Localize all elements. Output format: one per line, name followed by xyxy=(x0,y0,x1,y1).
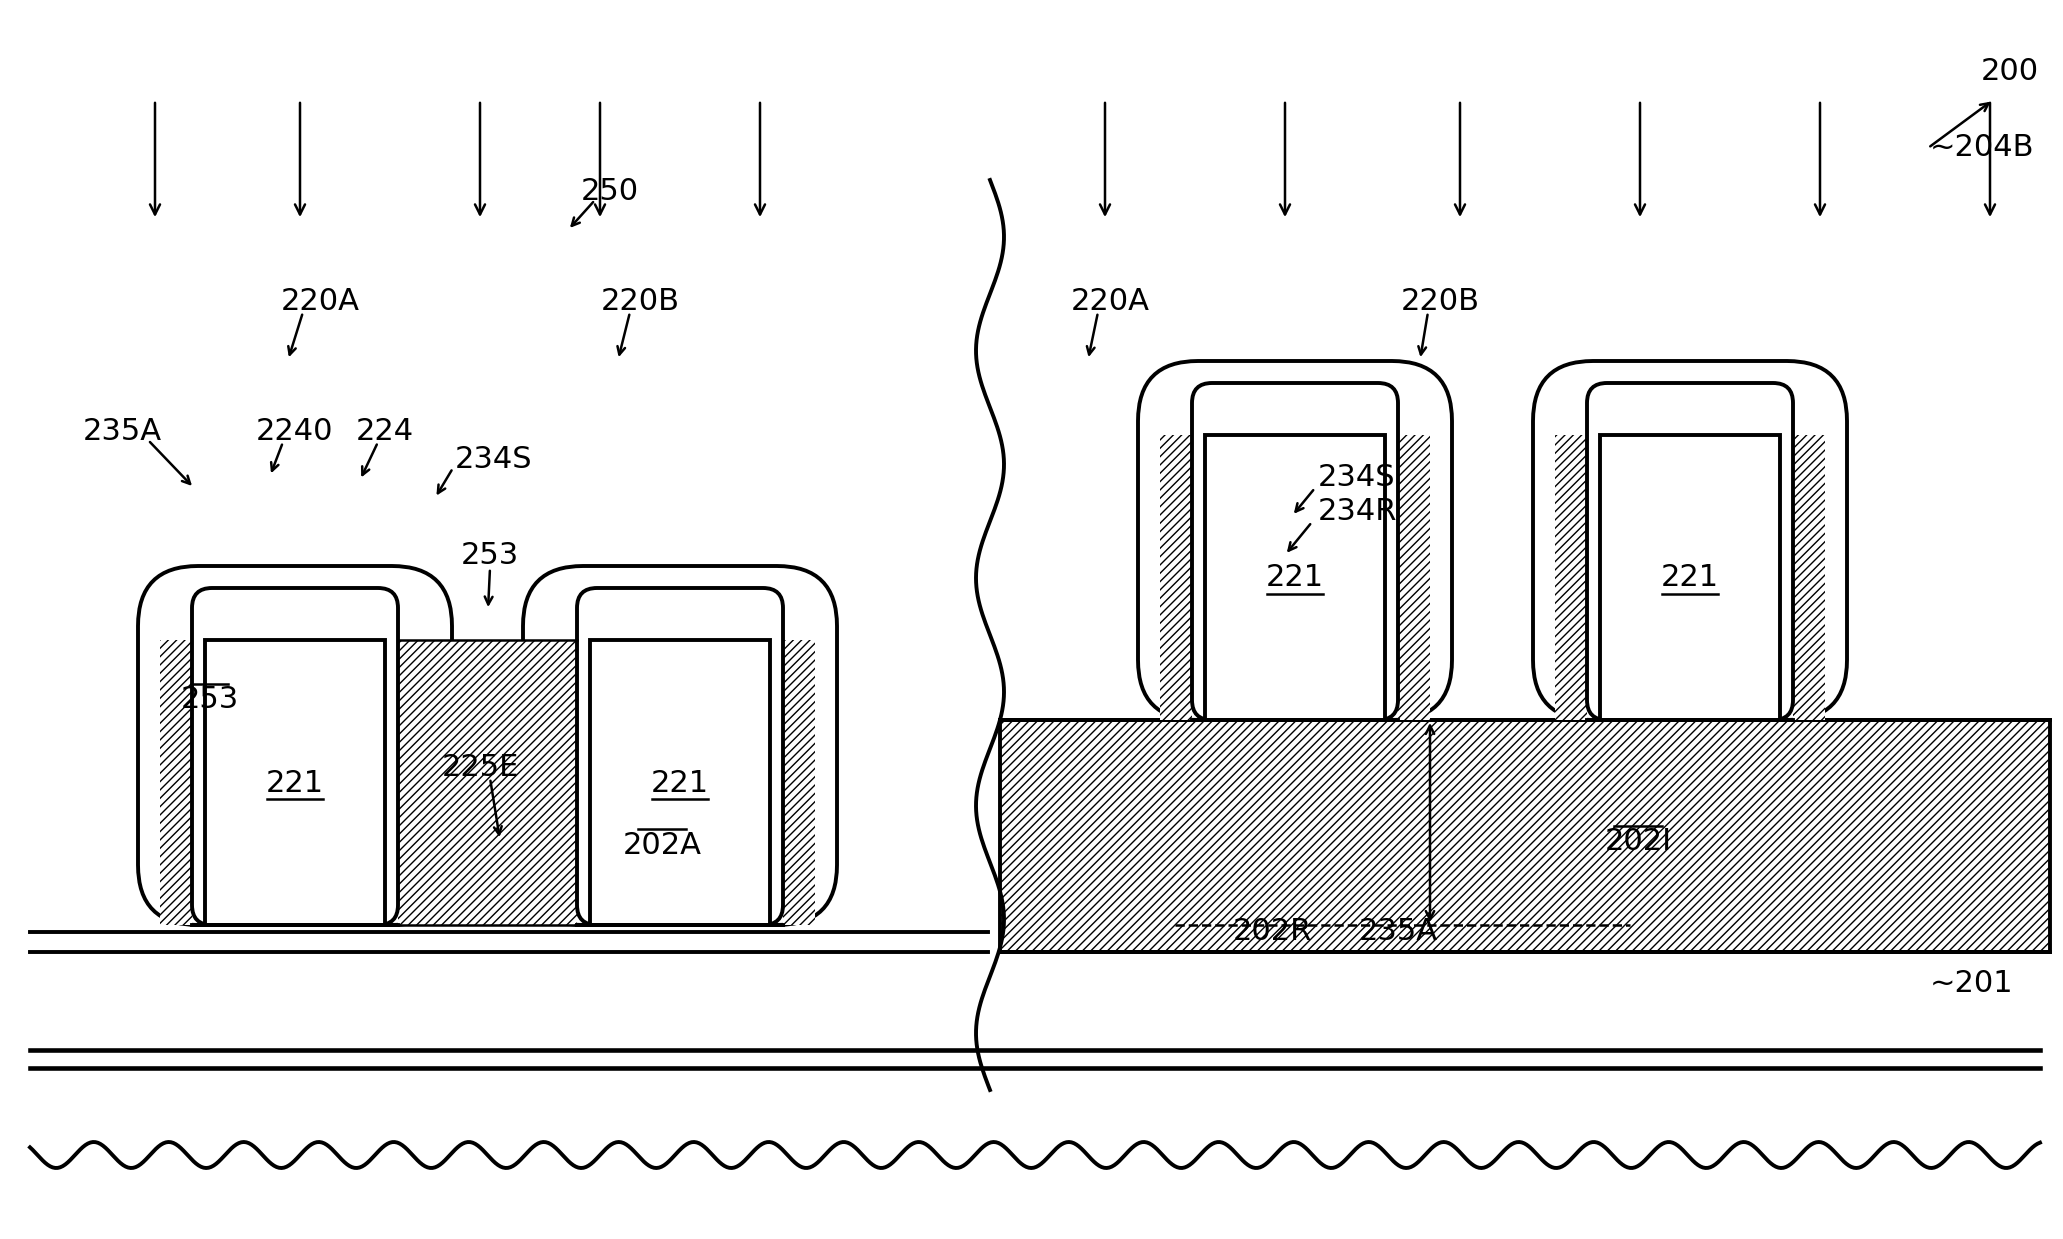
Bar xyxy=(1159,435,1192,720)
Bar xyxy=(1793,435,1826,720)
Bar xyxy=(784,641,815,926)
Text: 202A: 202A xyxy=(623,830,701,860)
Text: 235A: 235A xyxy=(1357,918,1438,947)
Bar xyxy=(1793,435,1826,720)
Text: 221: 221 xyxy=(1661,564,1718,592)
Text: 220B: 220B xyxy=(600,287,679,316)
Text: 224: 224 xyxy=(357,418,415,446)
FancyBboxPatch shape xyxy=(1192,383,1399,720)
Bar xyxy=(1159,435,1192,720)
Bar xyxy=(590,641,769,926)
Text: 220B: 220B xyxy=(1401,287,1479,316)
Bar xyxy=(1601,435,1780,720)
FancyBboxPatch shape xyxy=(1533,361,1846,720)
FancyBboxPatch shape xyxy=(524,566,838,926)
Text: 202I: 202I xyxy=(1605,828,1671,856)
Text: 225E: 225E xyxy=(441,753,518,783)
Text: 220A: 220A xyxy=(1071,287,1149,316)
Bar xyxy=(545,641,578,926)
Bar xyxy=(545,641,578,926)
Text: ~201: ~201 xyxy=(1931,969,2013,999)
Text: 2240: 2240 xyxy=(256,418,334,446)
Text: 221: 221 xyxy=(652,768,710,798)
Bar xyxy=(1399,435,1430,720)
Polygon shape xyxy=(1001,720,2051,952)
Text: 234R: 234R xyxy=(1318,498,1397,527)
Text: 234S: 234S xyxy=(456,446,532,475)
Bar xyxy=(204,641,386,926)
Bar xyxy=(161,641,192,926)
Text: 253: 253 xyxy=(460,540,520,570)
FancyBboxPatch shape xyxy=(1586,383,1793,720)
Bar xyxy=(1205,435,1384,720)
Text: 202R: 202R xyxy=(1232,918,1312,947)
Bar xyxy=(398,641,429,926)
Bar xyxy=(1556,435,1586,720)
Text: 200: 200 xyxy=(1980,57,2038,87)
Bar xyxy=(161,641,192,926)
FancyBboxPatch shape xyxy=(578,589,784,926)
Bar xyxy=(398,641,429,926)
Text: 235A: 235A xyxy=(83,418,161,446)
Text: 253: 253 xyxy=(182,685,239,715)
Text: ~204B: ~204B xyxy=(1931,134,2034,162)
Bar xyxy=(784,641,815,926)
Text: 221: 221 xyxy=(1267,564,1324,592)
Bar xyxy=(398,641,578,926)
Text: 250: 250 xyxy=(582,177,640,207)
Text: 234S: 234S xyxy=(1318,463,1397,492)
Text: 221: 221 xyxy=(266,768,324,798)
Bar xyxy=(1399,435,1430,720)
FancyBboxPatch shape xyxy=(138,566,452,926)
FancyBboxPatch shape xyxy=(1139,361,1452,720)
FancyBboxPatch shape xyxy=(192,589,398,926)
Bar xyxy=(1556,435,1586,720)
Text: 220A: 220A xyxy=(281,287,359,316)
